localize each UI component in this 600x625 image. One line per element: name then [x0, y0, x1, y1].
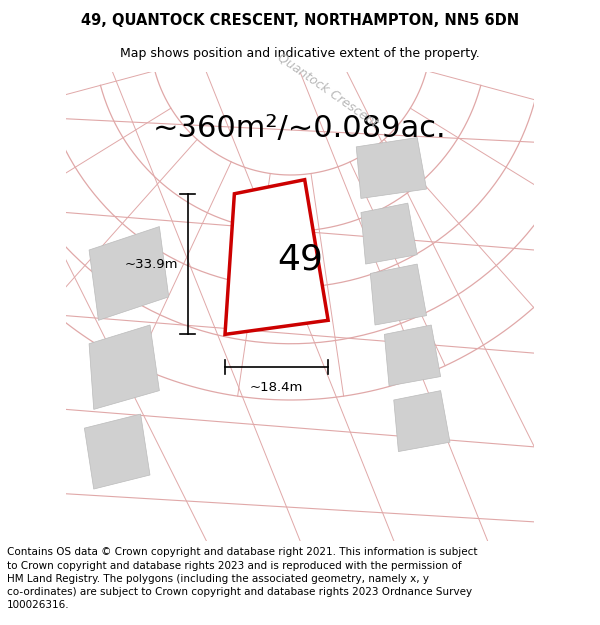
Text: Quantock Crescent: Quantock Crescent	[275, 51, 381, 130]
Polygon shape	[85, 414, 150, 489]
Polygon shape	[370, 264, 427, 325]
Text: ~360m²/~0.089ac.: ~360m²/~0.089ac.	[153, 114, 447, 142]
Text: Contains OS data © Crown copyright and database right 2021. This information is : Contains OS data © Crown copyright and d…	[7, 548, 478, 610]
Polygon shape	[394, 391, 450, 451]
Polygon shape	[361, 203, 417, 264]
Text: ~18.4m: ~18.4m	[250, 381, 303, 394]
Polygon shape	[385, 325, 440, 386]
Text: ~33.9m: ~33.9m	[125, 258, 178, 271]
Text: Map shows position and indicative extent of the property.: Map shows position and indicative extent…	[120, 47, 480, 59]
Polygon shape	[225, 180, 328, 334]
Polygon shape	[356, 138, 427, 199]
Text: 49: 49	[277, 242, 323, 276]
Text: 49, QUANTOCK CRESCENT, NORTHAMPTON, NN5 6DN: 49, QUANTOCK CRESCENT, NORTHAMPTON, NN5 …	[81, 12, 519, 28]
Polygon shape	[89, 325, 160, 409]
Polygon shape	[89, 226, 169, 320]
